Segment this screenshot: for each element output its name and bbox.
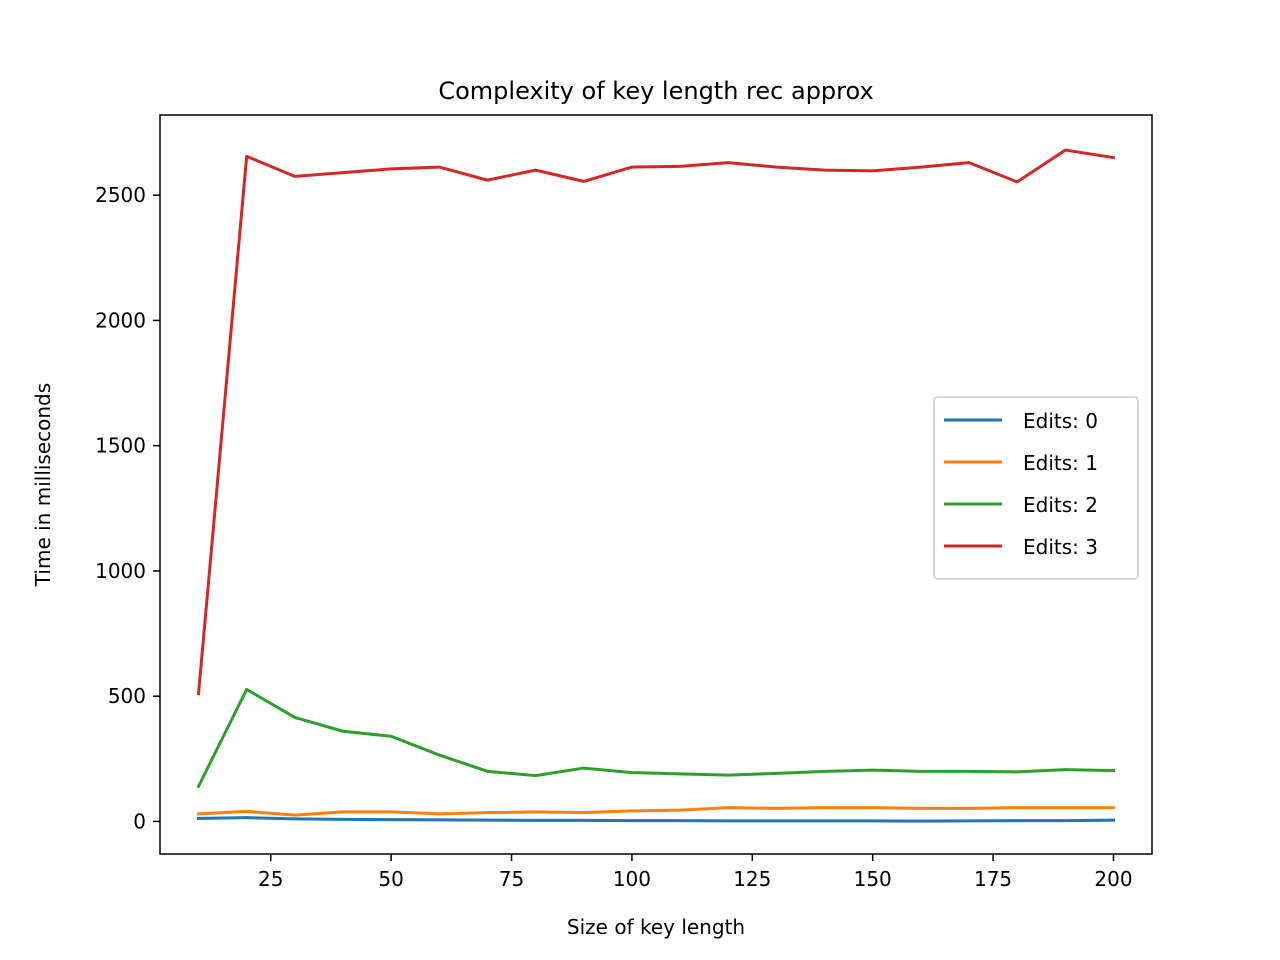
x-tick-label: 25	[258, 867, 283, 891]
series-line-edits-2	[196, 687, 1116, 789]
chart-title: Complexity of key length rec approx	[438, 77, 873, 105]
legend-entry-label: Edits: 1	[1023, 451, 1098, 475]
x-axis-label: Size of key length	[567, 915, 745, 939]
series-layer	[196, 148, 1116, 823]
x-tick-label: 200	[1094, 867, 1132, 891]
y-tick-label: 1000	[95, 559, 146, 583]
y-axis-ticks: 0 500 1000 1500 2000 2500	[95, 183, 160, 833]
x-tick-label: 175	[974, 867, 1012, 891]
x-tick-label: 100	[613, 867, 651, 891]
legend: Edits: 0 Edits: 1 Edits: 2 Edits: 3	[933, 396, 1139, 580]
y-tick-label: 500	[108, 684, 146, 708]
legend-entry-label: Edits: 0	[1023, 409, 1098, 433]
y-tick-label: 1500	[95, 434, 146, 458]
series-line-edits-3	[196, 148, 1116, 696]
x-tick-label: 150	[854, 867, 892, 891]
x-tick-label: 125	[733, 867, 771, 891]
series-line-edits-1	[196, 806, 1115, 817]
legend-box	[933, 396, 1139, 580]
y-tick-label: 2500	[95, 183, 146, 207]
y-tick-label: 0	[133, 809, 146, 833]
legend-entry-label: Edits: 2	[1023, 493, 1098, 517]
series-line-edits-0	[197, 816, 1115, 823]
y-tick-label: 2000	[95, 308, 146, 332]
x-tick-label: 75	[499, 867, 524, 891]
legend-entry-label: Edits: 3	[1023, 535, 1098, 559]
plot-frame	[159, 114, 1153, 855]
x-axis-ticks: 25 50 75 100 125 150 175 200	[258, 854, 1133, 891]
y-axis-label: Time in milliseconds	[31, 383, 55, 587]
x-tick-label: 50	[378, 867, 403, 891]
